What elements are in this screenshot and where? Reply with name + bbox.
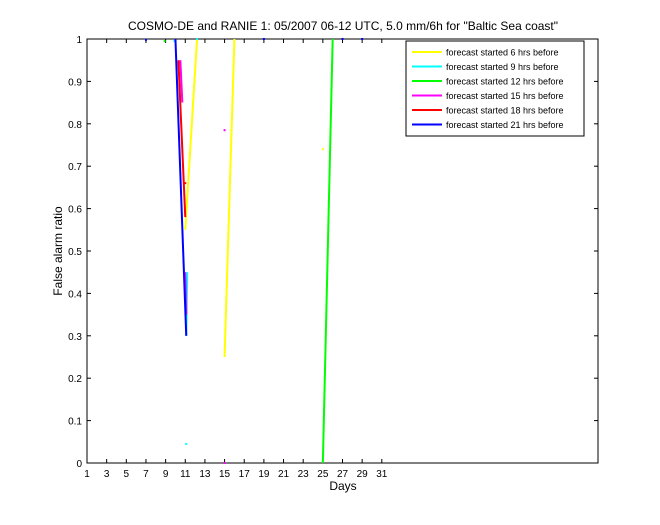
y-tick-label: 0.4 <box>68 289 82 300</box>
y-tick-label: 0.3 <box>68 332 82 343</box>
x-tick-label: 7 <box>143 469 149 480</box>
x-tick-label: 1 <box>84 469 90 480</box>
series-point-forecast-started-21-hrs-before <box>144 38 147 41</box>
y-tick-label: 0.1 <box>68 417 82 428</box>
legend-entry: forecast started 15 hrs before <box>446 91 564 101</box>
x-axis-label: Days <box>329 479 356 493</box>
series-line-forecast-started-21-hrs-before <box>174 38 188 336</box>
series-point-forecast-started-9-hrs-before <box>173 40 176 43</box>
x-tick-label: 25 <box>317 469 329 480</box>
x-tick-label: 15 <box>219 469 231 480</box>
x-tick-label: 13 <box>199 469 211 480</box>
series-line-forecast-started-6-hrs-before <box>184 38 199 230</box>
series-point-forecast-started-15-hrs-before <box>223 462 226 464</box>
top-edge-point <box>196 38 199 40</box>
x-tick-label: 9 <box>163 469 169 480</box>
x-tick-label: 23 <box>298 469 310 480</box>
series-point-forecast-started-6-hrs-before <box>321 148 324 151</box>
series-line-forecast-started-18-hrs-before <box>177 60 187 218</box>
x-tick-label: 3 <box>104 469 110 480</box>
y-tick-label: 0.7 <box>68 162 82 173</box>
y-tick-label: 0 <box>76 459 82 470</box>
series-line-forecast-started-15-hrs-before <box>179 60 184 103</box>
series-line-forecast-started-12-hrs-before <box>321 38 334 464</box>
x-tick-label: 29 <box>357 469 369 480</box>
x-tick-label: 21 <box>278 469 290 480</box>
legend-box <box>405 40 585 137</box>
series-point-forecast-started-9-hrs-before <box>185 442 188 445</box>
y-tick-label: 0.6 <box>68 205 82 216</box>
x-tick-label: 17 <box>239 469 251 480</box>
legend-entry: forecast started 12 hrs before <box>446 77 564 87</box>
top-edge-point <box>361 38 364 40</box>
y-tick-label: 0.9 <box>68 77 82 88</box>
y-tick-label: 0.5 <box>68 247 82 258</box>
x-tick-label: 31 <box>376 469 388 480</box>
y-tick-label: 0.8 <box>68 120 82 131</box>
x-tick-label: 27 <box>337 469 349 480</box>
series-point-forecast-started-18-hrs-before <box>184 182 187 185</box>
series-line-forecast-started-6-hrs-before <box>223 38 236 358</box>
top-edge-point <box>262 38 265 40</box>
y-axis-label: False alarm ratio <box>51 206 65 296</box>
legend-entry: forecast started 6 hrs before <box>446 48 559 58</box>
x-tick-label: 19 <box>258 469 270 480</box>
legend-entry: forecast started 18 hrs before <box>446 106 564 116</box>
x-tick-label: 11 <box>180 469 191 480</box>
series-point-forecast-started-15-hrs-before <box>223 129 226 132</box>
series-point-forecast-started-12-hrs-before <box>163 40 166 43</box>
y-tick-label: 1 <box>76 35 82 46</box>
legend-entry: forecast started 9 hrs before <box>446 62 559 72</box>
y-tick-label: 0.2 <box>68 374 82 385</box>
x-tick-label: 5 <box>124 469 130 480</box>
top-edge-point <box>341 38 344 40</box>
legend-entry: forecast started 21 hrs before <box>446 120 564 130</box>
chart-title: COSMO-DE and RANIE 1: 05/2007 06-12 UTC,… <box>128 19 558 33</box>
